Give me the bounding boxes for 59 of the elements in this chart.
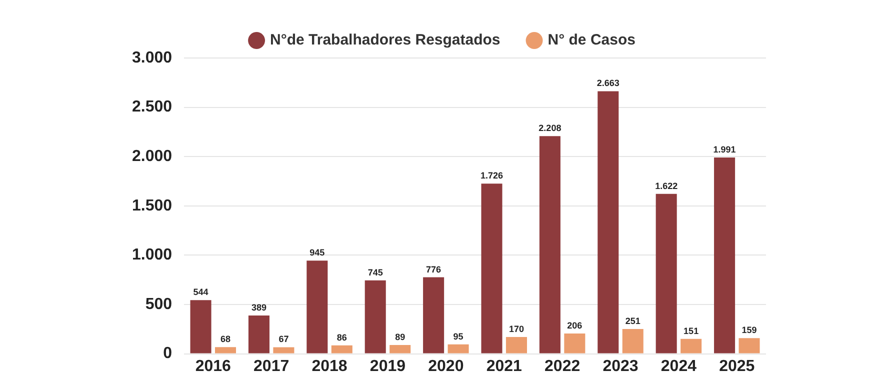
bar bbox=[306, 260, 328, 354]
x-tick-label: 2022 bbox=[544, 358, 580, 375]
bar bbox=[448, 344, 469, 354]
bar bbox=[506, 337, 527, 354]
y-tick-label: 2.000 bbox=[132, 148, 172, 166]
data-label: 89 bbox=[395, 332, 406, 342]
data-label: 2.208 bbox=[538, 123, 562, 134]
data-label: 1.622 bbox=[655, 180, 678, 191]
data-label: 389 bbox=[251, 302, 266, 312]
x-tick-label: 2025 bbox=[719, 358, 755, 375]
data-label: 2.663 bbox=[596, 78, 620, 88]
data-label: 1.726 bbox=[480, 170, 504, 181]
data-label: 776 bbox=[426, 264, 442, 274]
legend-label: N° de Casos bbox=[548, 32, 636, 49]
data-label: 206 bbox=[567, 320, 582, 330]
bar bbox=[273, 347, 294, 354]
data-label: 67 bbox=[278, 334, 289, 344]
bar bbox=[214, 347, 236, 354]
x-tick-label: 2018 bbox=[312, 358, 348, 375]
bar bbox=[364, 280, 386, 354]
y-tick-label: 1.000 bbox=[132, 246, 172, 264]
y-tick-label: 2.500 bbox=[132, 98, 172, 116]
y-tick-label: 500 bbox=[145, 296, 172, 313]
data-label: 745 bbox=[368, 267, 383, 278]
bar bbox=[539, 136, 560, 354]
x-tick-label: 2020 bbox=[428, 358, 464, 375]
data-label: 86 bbox=[336, 332, 347, 342]
y-tick-label: 0 bbox=[163, 345, 172, 362]
bar bbox=[656, 194, 677, 354]
x-tick-label: 2021 bbox=[486, 358, 522, 375]
bar bbox=[248, 315, 270, 354]
x-tick-label: 2017 bbox=[254, 358, 290, 375]
bar bbox=[390, 345, 411, 354]
data-label: 170 bbox=[508, 324, 524, 334]
bar bbox=[564, 333, 586, 354]
x-tick-label: 2024 bbox=[660, 358, 697, 375]
bar bbox=[738, 338, 760, 354]
x-tick-label: 2019 bbox=[370, 358, 406, 375]
bar bbox=[423, 277, 444, 354]
data-label: 68 bbox=[220, 334, 231, 344]
data-label: 1.991 bbox=[713, 144, 736, 154]
data-label: 151 bbox=[684, 326, 699, 336]
x-tick-label: 2023 bbox=[602, 358, 638, 375]
bar bbox=[331, 345, 352, 354]
data-label: 544 bbox=[193, 287, 208, 298]
data-label: 95 bbox=[453, 331, 464, 342]
y-tick-label: 1.500 bbox=[132, 197, 172, 214]
data-label: 945 bbox=[310, 248, 325, 258]
bar bbox=[622, 329, 644, 354]
bar bbox=[680, 338, 702, 354]
bar bbox=[190, 300, 212, 354]
data-label: 251 bbox=[625, 316, 640, 326]
x-tick-label: 2016 bbox=[195, 358, 232, 375]
bar bbox=[714, 157, 736, 354]
data-label: 159 bbox=[742, 325, 757, 336]
legend-label: N°de Trabalhadores Resgatados bbox=[270, 32, 500, 49]
bar bbox=[481, 184, 502, 354]
bar bbox=[598, 91, 619, 354]
y-tick-label: 3.000 bbox=[132, 49, 172, 66]
